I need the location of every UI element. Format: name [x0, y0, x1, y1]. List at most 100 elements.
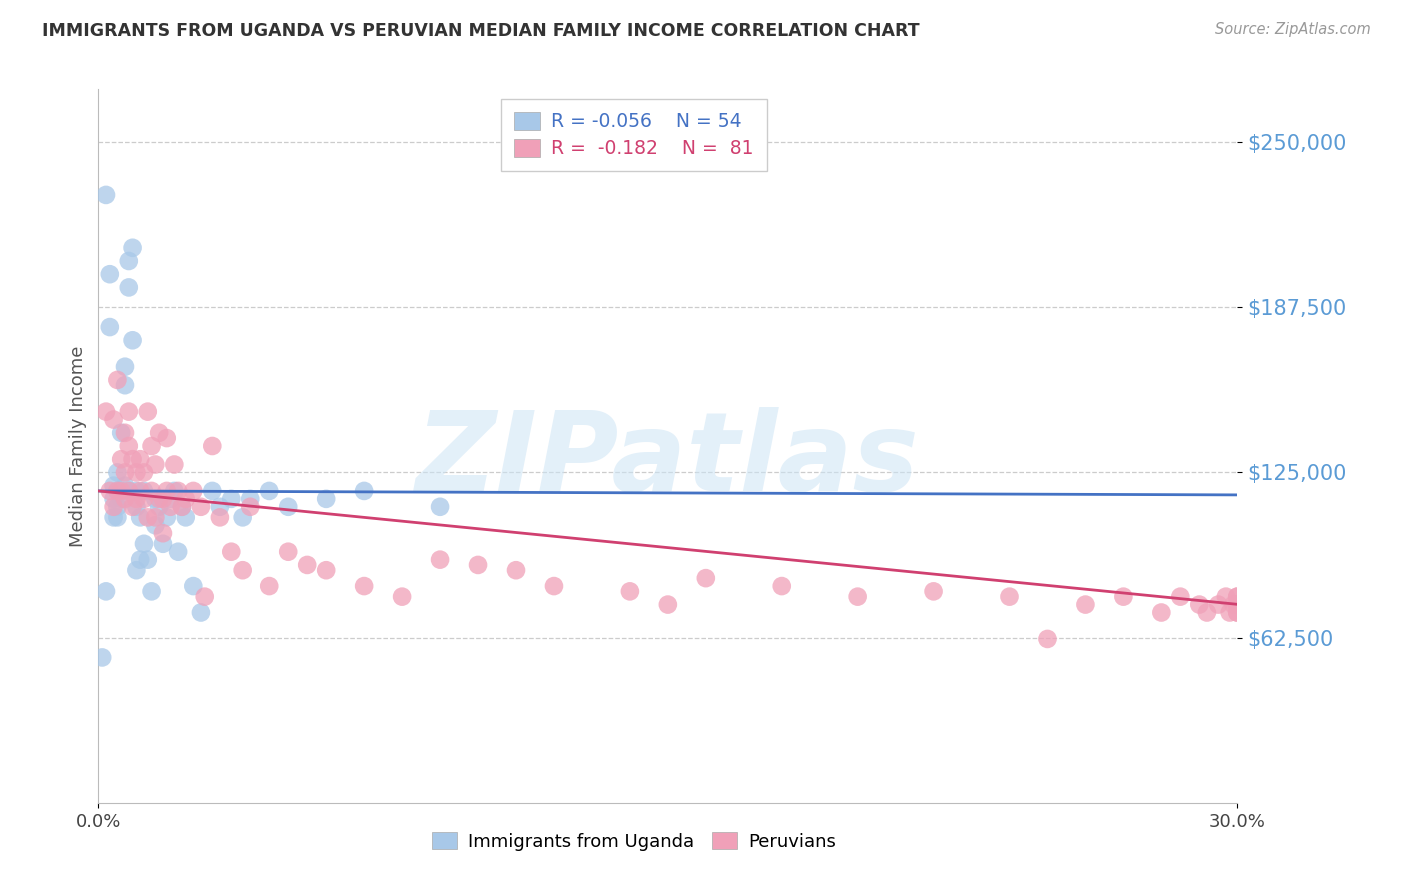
Point	[315, 491, 337, 506]
Point	[353, 483, 375, 498]
Y-axis label: Median Family Income: Median Family Income	[69, 345, 87, 547]
Point	[121, 241, 143, 255]
Point	[259, 483, 281, 498]
Point	[136, 552, 159, 566]
Point	[114, 478, 136, 492]
Point	[1195, 606, 1218, 620]
Point	[208, 510, 231, 524]
Point	[543, 579, 565, 593]
Point	[353, 579, 375, 593]
Point	[1226, 598, 1249, 612]
Point	[922, 584, 945, 599]
Point	[467, 558, 489, 572]
Point	[201, 439, 224, 453]
Point	[657, 598, 679, 612]
Point	[118, 254, 141, 268]
Point	[118, 404, 141, 418]
Point	[132, 483, 155, 498]
Point	[297, 558, 319, 572]
Point	[429, 500, 451, 514]
Point	[141, 483, 163, 498]
Text: ZIPatlas: ZIPatlas	[416, 407, 920, 514]
Point	[183, 579, 205, 593]
Point	[1215, 590, 1237, 604]
Point	[132, 491, 155, 506]
Point	[170, 500, 193, 514]
Point	[201, 483, 224, 498]
Point	[114, 466, 136, 480]
Point	[98, 267, 121, 281]
Text: IMMIGRANTS FROM UGANDA VS PERUVIAN MEDIAN FAMILY INCOME CORRELATION CHART: IMMIGRANTS FROM UGANDA VS PERUVIAN MEDIA…	[42, 22, 920, 40]
Point	[132, 466, 155, 480]
Point	[152, 526, 174, 541]
Point	[129, 452, 152, 467]
Point	[163, 458, 186, 472]
Point	[114, 491, 136, 506]
Point	[221, 545, 243, 559]
Point	[145, 458, 167, 472]
Point	[190, 500, 212, 514]
Point	[121, 452, 143, 467]
Point	[94, 188, 117, 202]
Point	[103, 491, 125, 506]
Point	[190, 606, 212, 620]
Point	[1036, 632, 1059, 646]
Point	[259, 579, 281, 593]
Point	[156, 431, 179, 445]
Point	[148, 500, 170, 514]
Point	[129, 510, 152, 524]
Point	[148, 425, 170, 440]
Point	[1150, 606, 1173, 620]
Point	[118, 483, 141, 498]
Point	[94, 584, 117, 599]
Point	[107, 483, 129, 498]
Point	[145, 518, 167, 533]
Text: Source: ZipAtlas.com: Source: ZipAtlas.com	[1215, 22, 1371, 37]
Point	[107, 466, 129, 480]
Point	[125, 483, 148, 498]
Point	[118, 439, 141, 453]
Point	[194, 590, 217, 604]
Point	[121, 500, 143, 514]
Point	[94, 404, 117, 418]
Point	[391, 590, 413, 604]
Point	[107, 510, 129, 524]
Point	[505, 563, 527, 577]
Point	[429, 552, 451, 566]
Point	[1208, 598, 1230, 612]
Point	[1170, 590, 1192, 604]
Point	[152, 491, 174, 506]
Point	[170, 500, 193, 514]
Point	[107, 373, 129, 387]
Point	[98, 320, 121, 334]
Point	[159, 491, 181, 506]
Point	[118, 483, 141, 498]
Point	[1074, 598, 1097, 612]
Point	[1226, 598, 1249, 612]
Point	[1219, 606, 1241, 620]
Point	[121, 333, 143, 347]
Point	[132, 537, 155, 551]
Point	[125, 500, 148, 514]
Point	[239, 491, 262, 506]
Point	[129, 552, 152, 566]
Point	[221, 491, 243, 506]
Point	[1226, 590, 1249, 604]
Point	[277, 545, 299, 559]
Point	[107, 500, 129, 514]
Point	[1226, 606, 1249, 620]
Point	[114, 378, 136, 392]
Point	[145, 510, 167, 524]
Point	[152, 537, 174, 551]
Point	[103, 412, 125, 426]
Point	[208, 500, 231, 514]
Point	[232, 563, 254, 577]
Point	[1188, 598, 1211, 612]
Point	[156, 483, 179, 498]
Point	[1222, 598, 1244, 612]
Point	[110, 452, 132, 467]
Point	[125, 466, 148, 480]
Point	[91, 650, 114, 665]
Point	[103, 478, 125, 492]
Legend: Immigrants from Uganda, Peruvians: Immigrants from Uganda, Peruvians	[425, 825, 844, 858]
